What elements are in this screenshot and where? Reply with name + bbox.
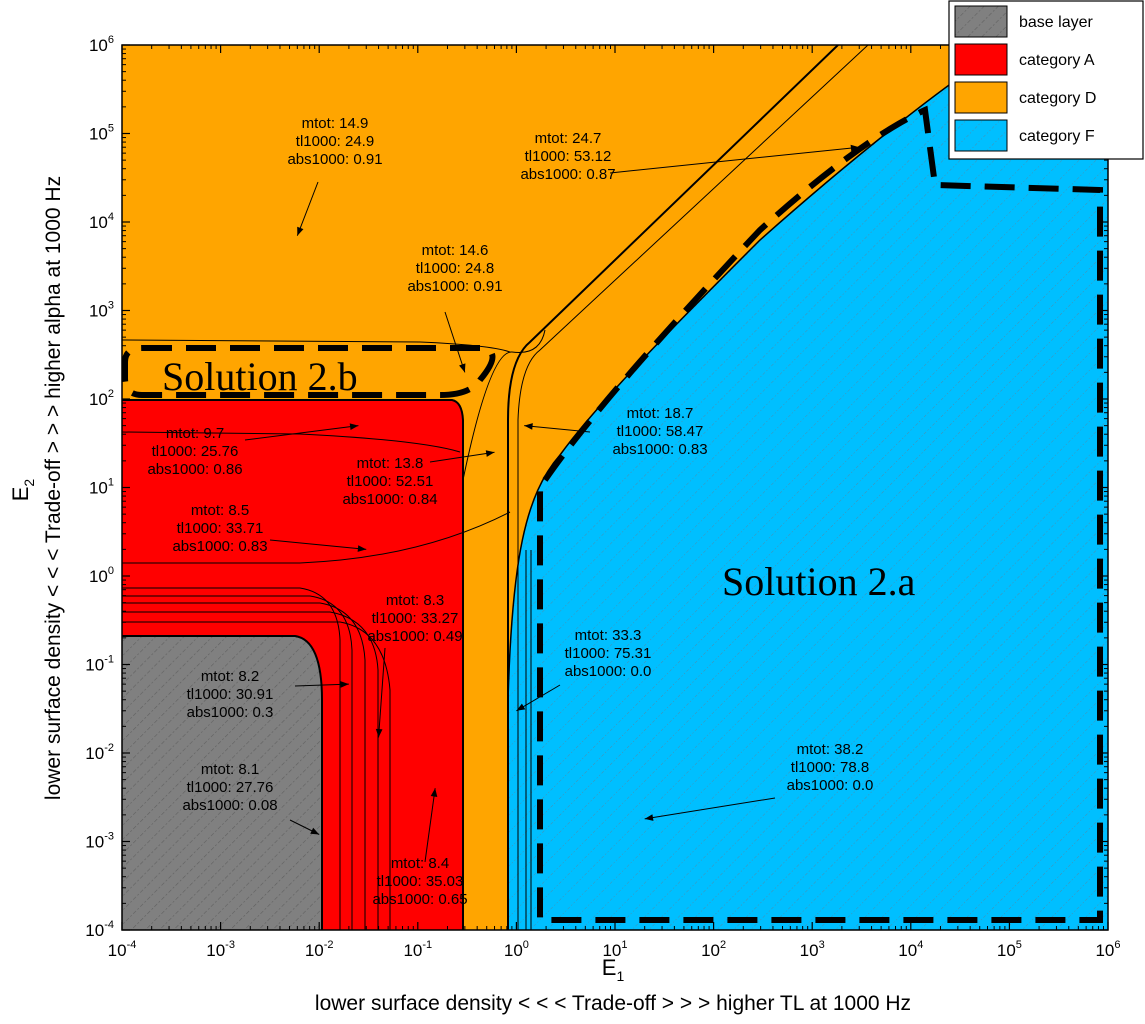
- annotation-label: mtot: 18.7 tl1000: 58.47 abs1000: 0.83: [612, 405, 707, 458]
- x-tick-label: 104: [898, 939, 923, 960]
- annotation-arrow: [244, 425, 359, 441]
- annotation-arrowhead: [349, 423, 359, 431]
- region-category-f: [508, 45, 1108, 930]
- annotation-arrow: [378, 647, 386, 738]
- annotation-arrowhead: [375, 728, 383, 738]
- contour-line: [517, 45, 869, 930]
- annotation-label: mtot: 8.4 tl1000: 35.03 abs1000: 0.65: [372, 855, 467, 908]
- annotation-arrowhead: [310, 827, 320, 835]
- y-tick-label: 10-2: [85, 742, 114, 763]
- annotation-arrowhead: [357, 545, 367, 552]
- annotation-arrow: [444, 311, 466, 373]
- contour-line: [122, 431, 461, 453]
- annotation-arrow: [644, 797, 776, 820]
- legend: base layer category A category D category F: [948, 0, 1144, 160]
- contour-line: [122, 611, 379, 930]
- annotation-arrow: [429, 451, 495, 463]
- y-tick-label: 104: [89, 211, 114, 232]
- annotation-arrowhead: [485, 450, 495, 457]
- legend-label: category D: [1019, 90, 1096, 107]
- annotation-label: mtot: 8.3 tl1000: 33.27 abs1000: 0.49: [367, 592, 462, 645]
- contour-line: [122, 635, 323, 930]
- y-tick-label: 100: [89, 565, 114, 586]
- annotation-label: mtot: 33.3 tl1000: 75.31 abs1000: 0.0: [565, 627, 652, 680]
- contour-line: [122, 602, 366, 930]
- axis-ticks: 10-4 10-3 10-2 10-1 100 101 102 103 104 105 106 10-…: [85, 34, 1120, 960]
- x-tick-label: 10-3: [206, 939, 235, 960]
- annotation-arrows: [244, 144, 860, 863]
- annotation-label: mtot: 9.7 tl1000: 25.76 abs1000: 0.86: [147, 425, 242, 478]
- annotation-arrowhead: [297, 226, 304, 236]
- y-tick-label: 10-4: [85, 919, 114, 940]
- solution-2b-label: Solution 2.b: [162, 354, 358, 399]
- annotation-arrow: [524, 425, 591, 433]
- annotation-label: mtot: 13.8 tl1000: 52.51 abs1000: 0.84: [342, 455, 437, 508]
- annotations: mtot: 14.9 tl1000: 24.9 abs1000: 0.91 mtot:…: [147, 115, 873, 908]
- x-tick-label: 103: [800, 939, 825, 960]
- annotation-label: mtot: 8.5 tl1000: 33.71 abs1000: 0.83: [172, 502, 267, 555]
- contour-line: [507, 45, 839, 930]
- region-base-layer: [122, 636, 322, 930]
- x-axis-title: E1: [602, 955, 625, 984]
- legend-swatch: [954, 43, 1008, 76]
- annotation-arrowhead: [644, 814, 654, 821]
- annotation-arrow: [296, 181, 319, 236]
- annotation-arrow: [269, 539, 367, 550]
- y-tick-label: 102: [89, 388, 114, 409]
- x-tick-label: 10-4: [108, 939, 137, 960]
- x-tick-label: 100: [504, 939, 529, 960]
- y-tick-label: 10-3: [85, 831, 114, 852]
- x-axis-description: lower surface density < < < Trade-off > …: [315, 992, 911, 1015]
- legend-swatch: [954, 119, 1008, 152]
- legend-label: category F: [1019, 128, 1095, 145]
- y-tick-label: 101: [89, 477, 114, 498]
- legend-label: category A: [1019, 52, 1095, 69]
- solution-2a-outline: [537, 105, 1103, 923]
- y-axis-title: E2: [8, 479, 37, 502]
- x-tick-label: 10-1: [403, 939, 432, 960]
- x-tick-label: 10-2: [305, 939, 334, 960]
- contour-line: [122, 587, 341, 930]
- annotation-arrowhead: [516, 703, 526, 711]
- y-tick-label: 105: [89, 123, 114, 144]
- legend-label: base layer: [1019, 14, 1093, 31]
- x-tick-label: 101: [602, 939, 627, 960]
- y-axis-description: lower surface density < < < Trade-off > …: [42, 176, 65, 800]
- solution-2a-label: Solution 2.a: [722, 559, 916, 604]
- legend-swatch: [954, 81, 1008, 114]
- annotation-arrow: [609, 146, 860, 174]
- annotation-label: mtot: 8.1 tl1000: 27.76 abs1000: 0.08: [182, 761, 277, 814]
- annotation-label: mtot: 8.2 tl1000: 30.91 abs1000: 0.3: [187, 668, 274, 721]
- contour-line: [462, 329, 546, 481]
- x-tick-label: 105: [997, 939, 1022, 960]
- annotation-label: mtot: 24.7 tl1000: 53.12 abs1000: 0.87: [520, 130, 615, 183]
- annotation-label: mtot: 38.2 tl1000: 78.8 abs1000: 0.0: [787, 741, 874, 794]
- y-tick-label: 103: [89, 300, 114, 321]
- y-tick-label: 10-1: [85, 654, 114, 675]
- annotation-label: mtot: 14.9 tl1000: 24.9 abs1000: 0.91: [287, 115, 382, 168]
- contour-line: [122, 511, 511, 564]
- x-tick-label: 102: [701, 939, 726, 960]
- annotation-arrow: [516, 684, 561, 712]
- annotation-arrowhead: [430, 788, 438, 797]
- contour-lines: [122, 45, 1009, 930]
- contour-line: [122, 595, 353, 930]
- annotation-arrowhead: [850, 144, 860, 152]
- annotation-arrow: [294, 683, 349, 687]
- y-tick-label: 106: [89, 34, 114, 55]
- contour-line: [122, 399, 464, 930]
- x-tick-label: 106: [1095, 939, 1120, 960]
- annotation-arrowhead: [340, 681, 349, 688]
- annotation-arrowhead: [524, 423, 533, 430]
- contour-line: [122, 621, 391, 930]
- legend-swatch: [954, 5, 1008, 38]
- annotation-arrowhead: [459, 363, 466, 373]
- annotation-arrow: [424, 788, 436, 863]
- annotation-label: mtot: 14.6 tl1000: 24.8 abs1000: 0.91: [407, 242, 502, 295]
